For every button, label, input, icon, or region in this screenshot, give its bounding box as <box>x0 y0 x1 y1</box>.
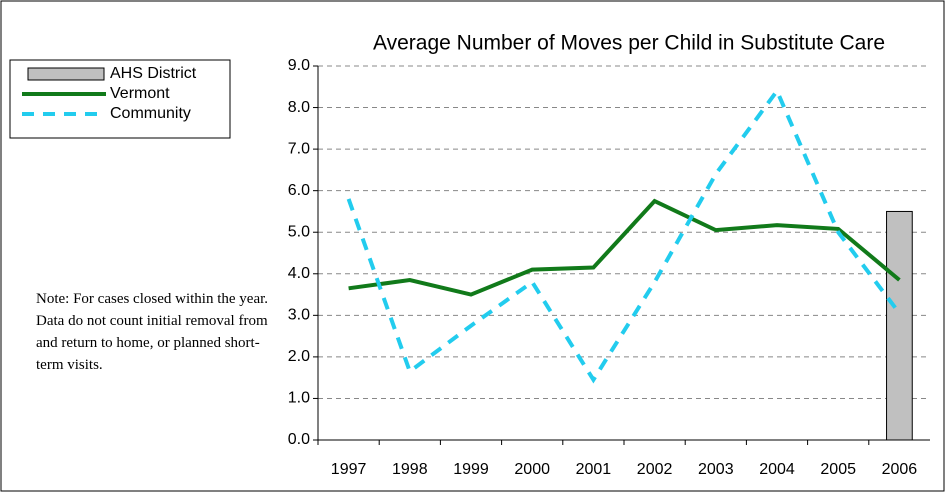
y-tick-label: 7.0 <box>288 140 310 157</box>
chart-title: Average Number of Moves per Child in Sub… <box>373 32 885 55</box>
x-tick-label: 2000 <box>514 461 550 478</box>
y-tick-label: 9.0 <box>288 57 310 74</box>
bar <box>886 210 913 441</box>
x-tick-label: 2006 <box>882 461 918 478</box>
y-tick-label: 1.0 <box>288 390 310 407</box>
y-tick-label: 4.0 <box>288 265 310 282</box>
note: Note: For cases closed within the year. … <box>36 291 269 373</box>
legend-label: Community <box>110 105 191 122</box>
y-tick-label: 6.0 <box>288 182 310 199</box>
x-tick-label: 2001 <box>576 461 612 478</box>
y-tick-label: 0.0 <box>288 431 310 448</box>
x-tick-label: 2005 <box>820 461 856 478</box>
legend-label: Vermont <box>110 85 170 102</box>
y-tick-label: 5.0 <box>288 223 310 240</box>
y-tick-label: 8.0 <box>288 99 310 116</box>
x-tick-label: 2003 <box>698 461 734 478</box>
legend-swatch <box>27 67 105 81</box>
x-tick-label: 1997 <box>331 461 367 478</box>
x-tick-label: 1998 <box>392 461 428 478</box>
x-tick-label: 2002 <box>637 461 673 478</box>
y-tick-label: 2.0 <box>288 348 310 365</box>
line <box>346 86 901 384</box>
y-tick-label: 3.0 <box>288 307 310 324</box>
legend-label: AHS District <box>110 65 197 82</box>
x-tick-label: 2004 <box>759 461 795 478</box>
x-tick-label: 1999 <box>453 461 489 478</box>
line <box>348 198 901 297</box>
